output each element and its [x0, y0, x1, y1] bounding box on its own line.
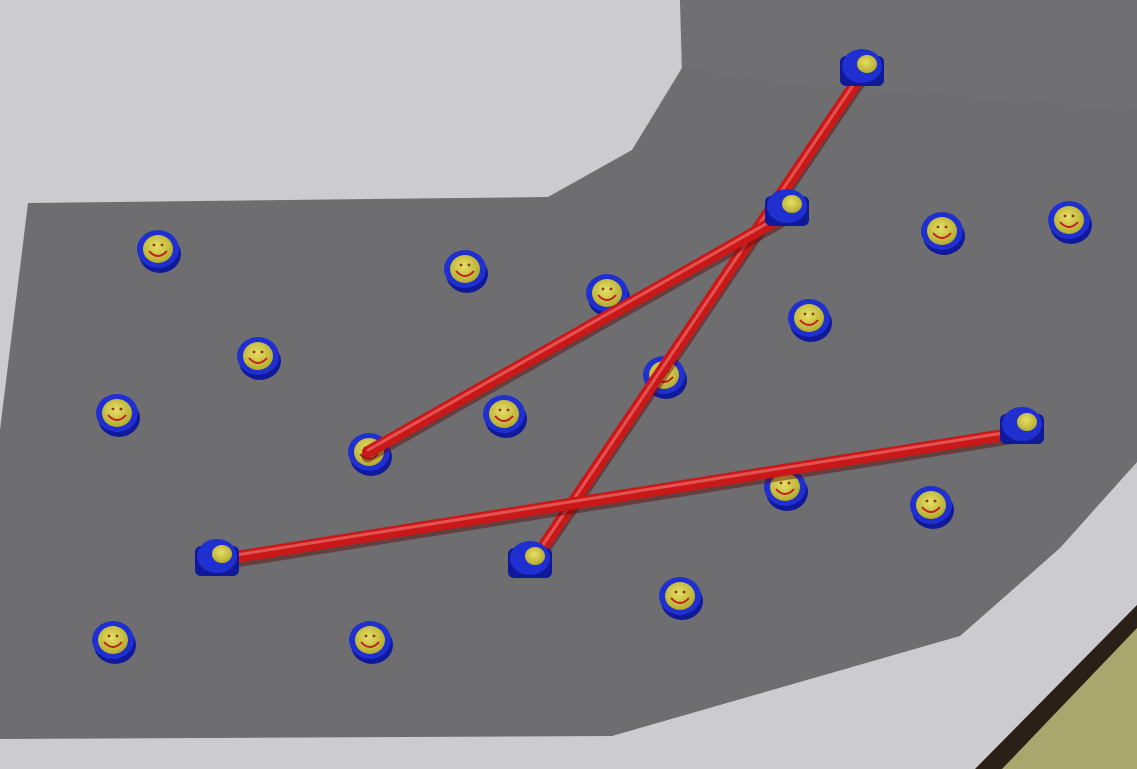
- peg-eye: [609, 287, 613, 291]
- peg-5[interactable]: [788, 299, 832, 342]
- corner-fill: [1002, 628, 1137, 769]
- peg-eye: [252, 350, 256, 354]
- peg-eye: [936, 225, 940, 229]
- peg-eye: [803, 312, 807, 316]
- rod-1[interactable]: [523, 68, 869, 577]
- anchors-layer: [195, 49, 1044, 578]
- peg-eye: [787, 481, 791, 485]
- peg-8[interactable]: [96, 394, 140, 437]
- smile-icon: [921, 506, 941, 513]
- peg-face: [927, 217, 957, 245]
- peg-eye: [260, 350, 264, 354]
- peg-face: [1054, 206, 1084, 234]
- peg-face: [243, 342, 273, 370]
- peg-eye: [506, 408, 510, 412]
- peg-face: [794, 304, 824, 332]
- smile-icon: [359, 453, 379, 460]
- smile-icon: [248, 357, 268, 364]
- peg-eye: [1063, 214, 1067, 218]
- peg-eye: [372, 634, 376, 638]
- peg-4[interactable]: [237, 337, 281, 380]
- rod-highlight: [366, 210, 789, 452]
- anchor-face: [782, 195, 802, 213]
- rod-anchor-5[interactable]: [195, 539, 239, 576]
- peg-eye: [107, 634, 111, 638]
- peg-eye: [498, 408, 502, 412]
- smile-icon: [494, 415, 514, 422]
- peg-7[interactable]: [1048, 201, 1092, 244]
- peg-15[interactable]: [349, 621, 393, 664]
- rods-layer: [210, 68, 1029, 577]
- rod-anchor-1[interactable]: [840, 49, 884, 86]
- peg-6[interactable]: [921, 212, 965, 255]
- peg-face: [916, 491, 946, 519]
- smile-icon: [360, 641, 380, 648]
- anchor-face: [212, 545, 232, 563]
- peg-eye: [152, 243, 156, 247]
- rod-anchor-3[interactable]: [1000, 407, 1044, 444]
- peg-14[interactable]: [92, 621, 136, 664]
- smile-icon: [775, 488, 795, 495]
- peg-face: [98, 626, 128, 654]
- smile-icon: [103, 641, 123, 648]
- peg-eye: [1071, 214, 1075, 218]
- peg-eye: [682, 590, 686, 594]
- peg-eye: [925, 499, 929, 503]
- smile-icon: [799, 319, 819, 326]
- peg-eye: [933, 499, 937, 503]
- smile-icon: [1059, 221, 1079, 228]
- peg-face: [102, 399, 132, 427]
- peg-face: [143, 235, 173, 263]
- peg-eye: [779, 481, 783, 485]
- rod-highlight: [528, 70, 864, 566]
- peg-eye: [944, 225, 948, 229]
- peg-13[interactable]: [910, 486, 954, 529]
- smile-icon: [455, 270, 475, 277]
- rod-body: [362, 208, 793, 458]
- smile-icon: [670, 597, 690, 604]
- peg-face: [450, 255, 480, 283]
- peg-eye: [111, 407, 115, 411]
- peg-9[interactable]: [483, 395, 527, 438]
- peg-eye: [160, 243, 164, 247]
- smile-icon: [932, 232, 952, 239]
- peg-eye: [115, 634, 119, 638]
- peg-face: [665, 582, 695, 610]
- board-shade: [680, 0, 1137, 110]
- anchor-face: [857, 55, 877, 73]
- smile-icon: [107, 414, 127, 421]
- peg-1[interactable]: [137, 230, 181, 273]
- rod-anchor-4[interactable]: [508, 541, 552, 578]
- peg-face: [770, 473, 800, 501]
- smile-icon: [597, 294, 617, 301]
- peg-2[interactable]: [444, 250, 488, 293]
- rod-highlight: [215, 428, 1024, 560]
- rod-body: [211, 426, 1028, 566]
- anchor-face: [525, 547, 545, 565]
- peg-12[interactable]: [764, 468, 808, 511]
- peg-eye: [364, 634, 368, 638]
- rod-3[interactable]: [210, 426, 1029, 571]
- peg-face: [489, 400, 519, 428]
- rod-2[interactable]: [361, 208, 794, 463]
- peg-16[interactable]: [659, 577, 703, 620]
- rod-anchor-2[interactable]: [765, 189, 809, 226]
- peg-eye: [467, 263, 471, 267]
- peg-eye: [601, 287, 605, 291]
- smile-icon: [148, 250, 168, 257]
- peg-eye: [674, 590, 678, 594]
- peg-face: [355, 626, 385, 654]
- peg-eye: [459, 263, 463, 267]
- peg-eye: [811, 312, 815, 316]
- peg-face: [592, 279, 622, 307]
- pegs-layer: [92, 201, 1092, 664]
- anchor-face: [1017, 413, 1037, 431]
- peg-eye: [119, 407, 123, 411]
